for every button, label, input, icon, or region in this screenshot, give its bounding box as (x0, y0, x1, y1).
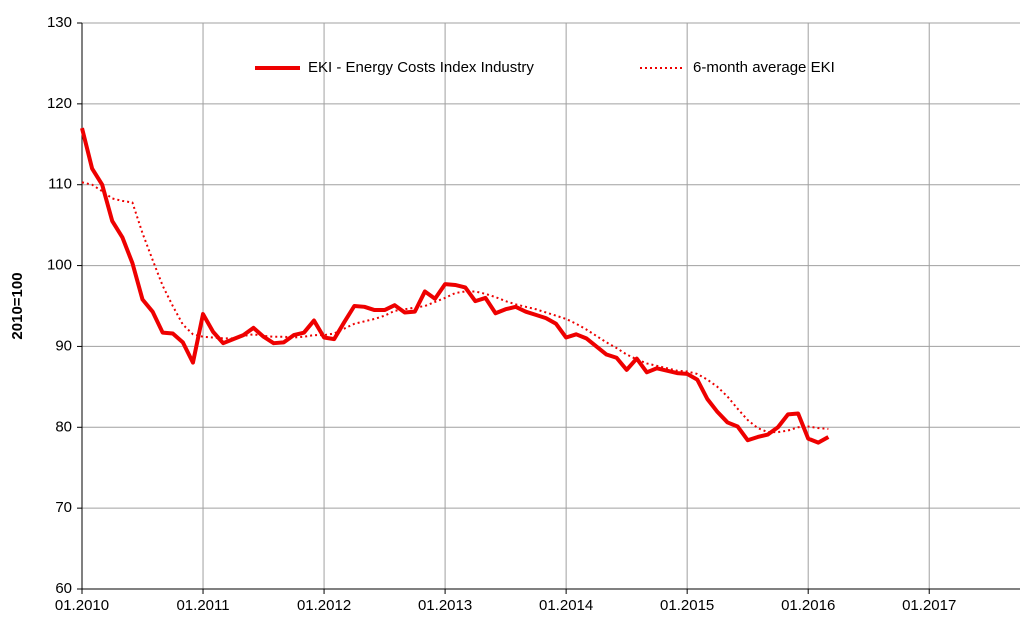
y-tick-label: 90 (55, 337, 72, 354)
x-tick-label: 01.2017 (902, 597, 956, 614)
y-tick-label: 120 (47, 95, 72, 112)
x-tick-label: 01.2013 (418, 597, 472, 614)
y-tick-label: 130 (47, 14, 72, 31)
y-tick-label: 80 (55, 418, 72, 435)
y-axis-label: 2010=100 (9, 272, 26, 339)
x-tick-label: 01.2016 (781, 597, 835, 614)
x-tick-label: 01.2014 (539, 597, 593, 614)
x-tick-label: 01.2015 (660, 597, 714, 614)
legend-label: 6-month average EKI (693, 59, 835, 76)
x-tick-label: 01.2012 (297, 597, 351, 614)
legend-label: EKI - Energy Costs Index Industry (308, 59, 534, 76)
y-tick-label: 100 (47, 257, 72, 274)
y-tick-label: 60 (55, 580, 72, 597)
y-tick-label: 110 (48, 176, 72, 193)
index-line (80, 127, 830, 445)
x-tick-label: 01.2011 (176, 597, 229, 614)
x-tick-label: 01.2010 (55, 597, 109, 614)
y-tick-label: 70 (55, 499, 72, 516)
average-line (81, 181, 829, 434)
